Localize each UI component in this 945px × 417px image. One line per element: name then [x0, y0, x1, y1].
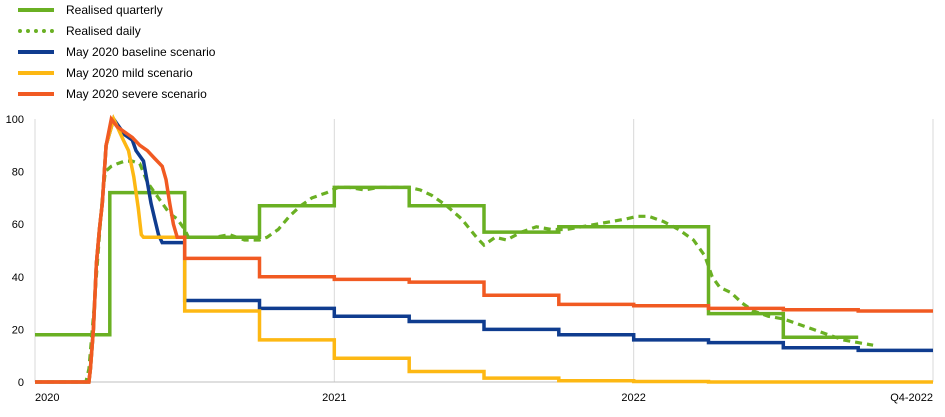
axis-layer: [34, 119, 933, 383]
y-tick-label-5: 100: [6, 114, 24, 126]
y-tick-label-1: 20: [12, 324, 24, 336]
x-tick-label-2: 2022: [621, 392, 645, 404]
series-layer: [35, 114, 933, 384]
legend-label-realised-daily: Realised daily: [66, 24, 141, 38]
y-tick-label-4: 80: [12, 167, 24, 179]
x-tick-label-3: Q4-2022: [890, 392, 933, 404]
grid-layer: [34, 119, 934, 382]
series-line-may-2020-baseline-scenario: [35, 114, 933, 384]
legend-label-realised-quarterly: Realised quarterly: [66, 3, 163, 17]
y-tick-label-2: 40: [12, 272, 24, 284]
tick-label-layer: 2020 2021 2022 Q4-2022 0 20 40 60 80 100: [6, 114, 933, 404]
chart-legend: Realised quarterly Realised daily May 20…: [18, 0, 215, 105]
legend-label-mild-scenario: May 2020 mild scenario: [66, 66, 193, 80]
series-line-may-2020-mild-scenario: [35, 114, 933, 384]
legend-swatch-realised-daily: [18, 29, 54, 33]
legend-swatch-severe-scenario: [18, 92, 54, 96]
y-tick-label-0: 0: [18, 377, 24, 389]
legend-item-realised-daily: Realised daily: [18, 21, 215, 42]
legend-item-baseline-scenario: May 2020 baseline scenario: [18, 42, 215, 63]
legend-label-baseline-scenario: May 2020 baseline scenario: [66, 45, 216, 59]
legend-swatch-mild-scenario: [18, 71, 54, 75]
legend-item-realised-quarterly: Realised quarterly: [18, 0, 215, 21]
series-line-may-2020-severe-scenario: [35, 114, 933, 384]
legend-swatch-baseline-scenario: [18, 50, 54, 54]
series-line-realised-quarterly: [35, 185, 859, 340]
legend-swatch-realised-quarterly: [18, 8, 54, 12]
y-tick-label-3: 60: [12, 219, 24, 231]
x-tick-label-0: 2020: [35, 392, 59, 404]
legend-label-severe-scenario: May 2020 severe scenario: [66, 87, 207, 101]
x-tick-label-1: 2021: [322, 392, 346, 404]
legend-item-mild-scenario: May 2020 mild scenario: [18, 63, 215, 84]
legend-item-severe-scenario: May 2020 severe scenario: [18, 84, 215, 105]
